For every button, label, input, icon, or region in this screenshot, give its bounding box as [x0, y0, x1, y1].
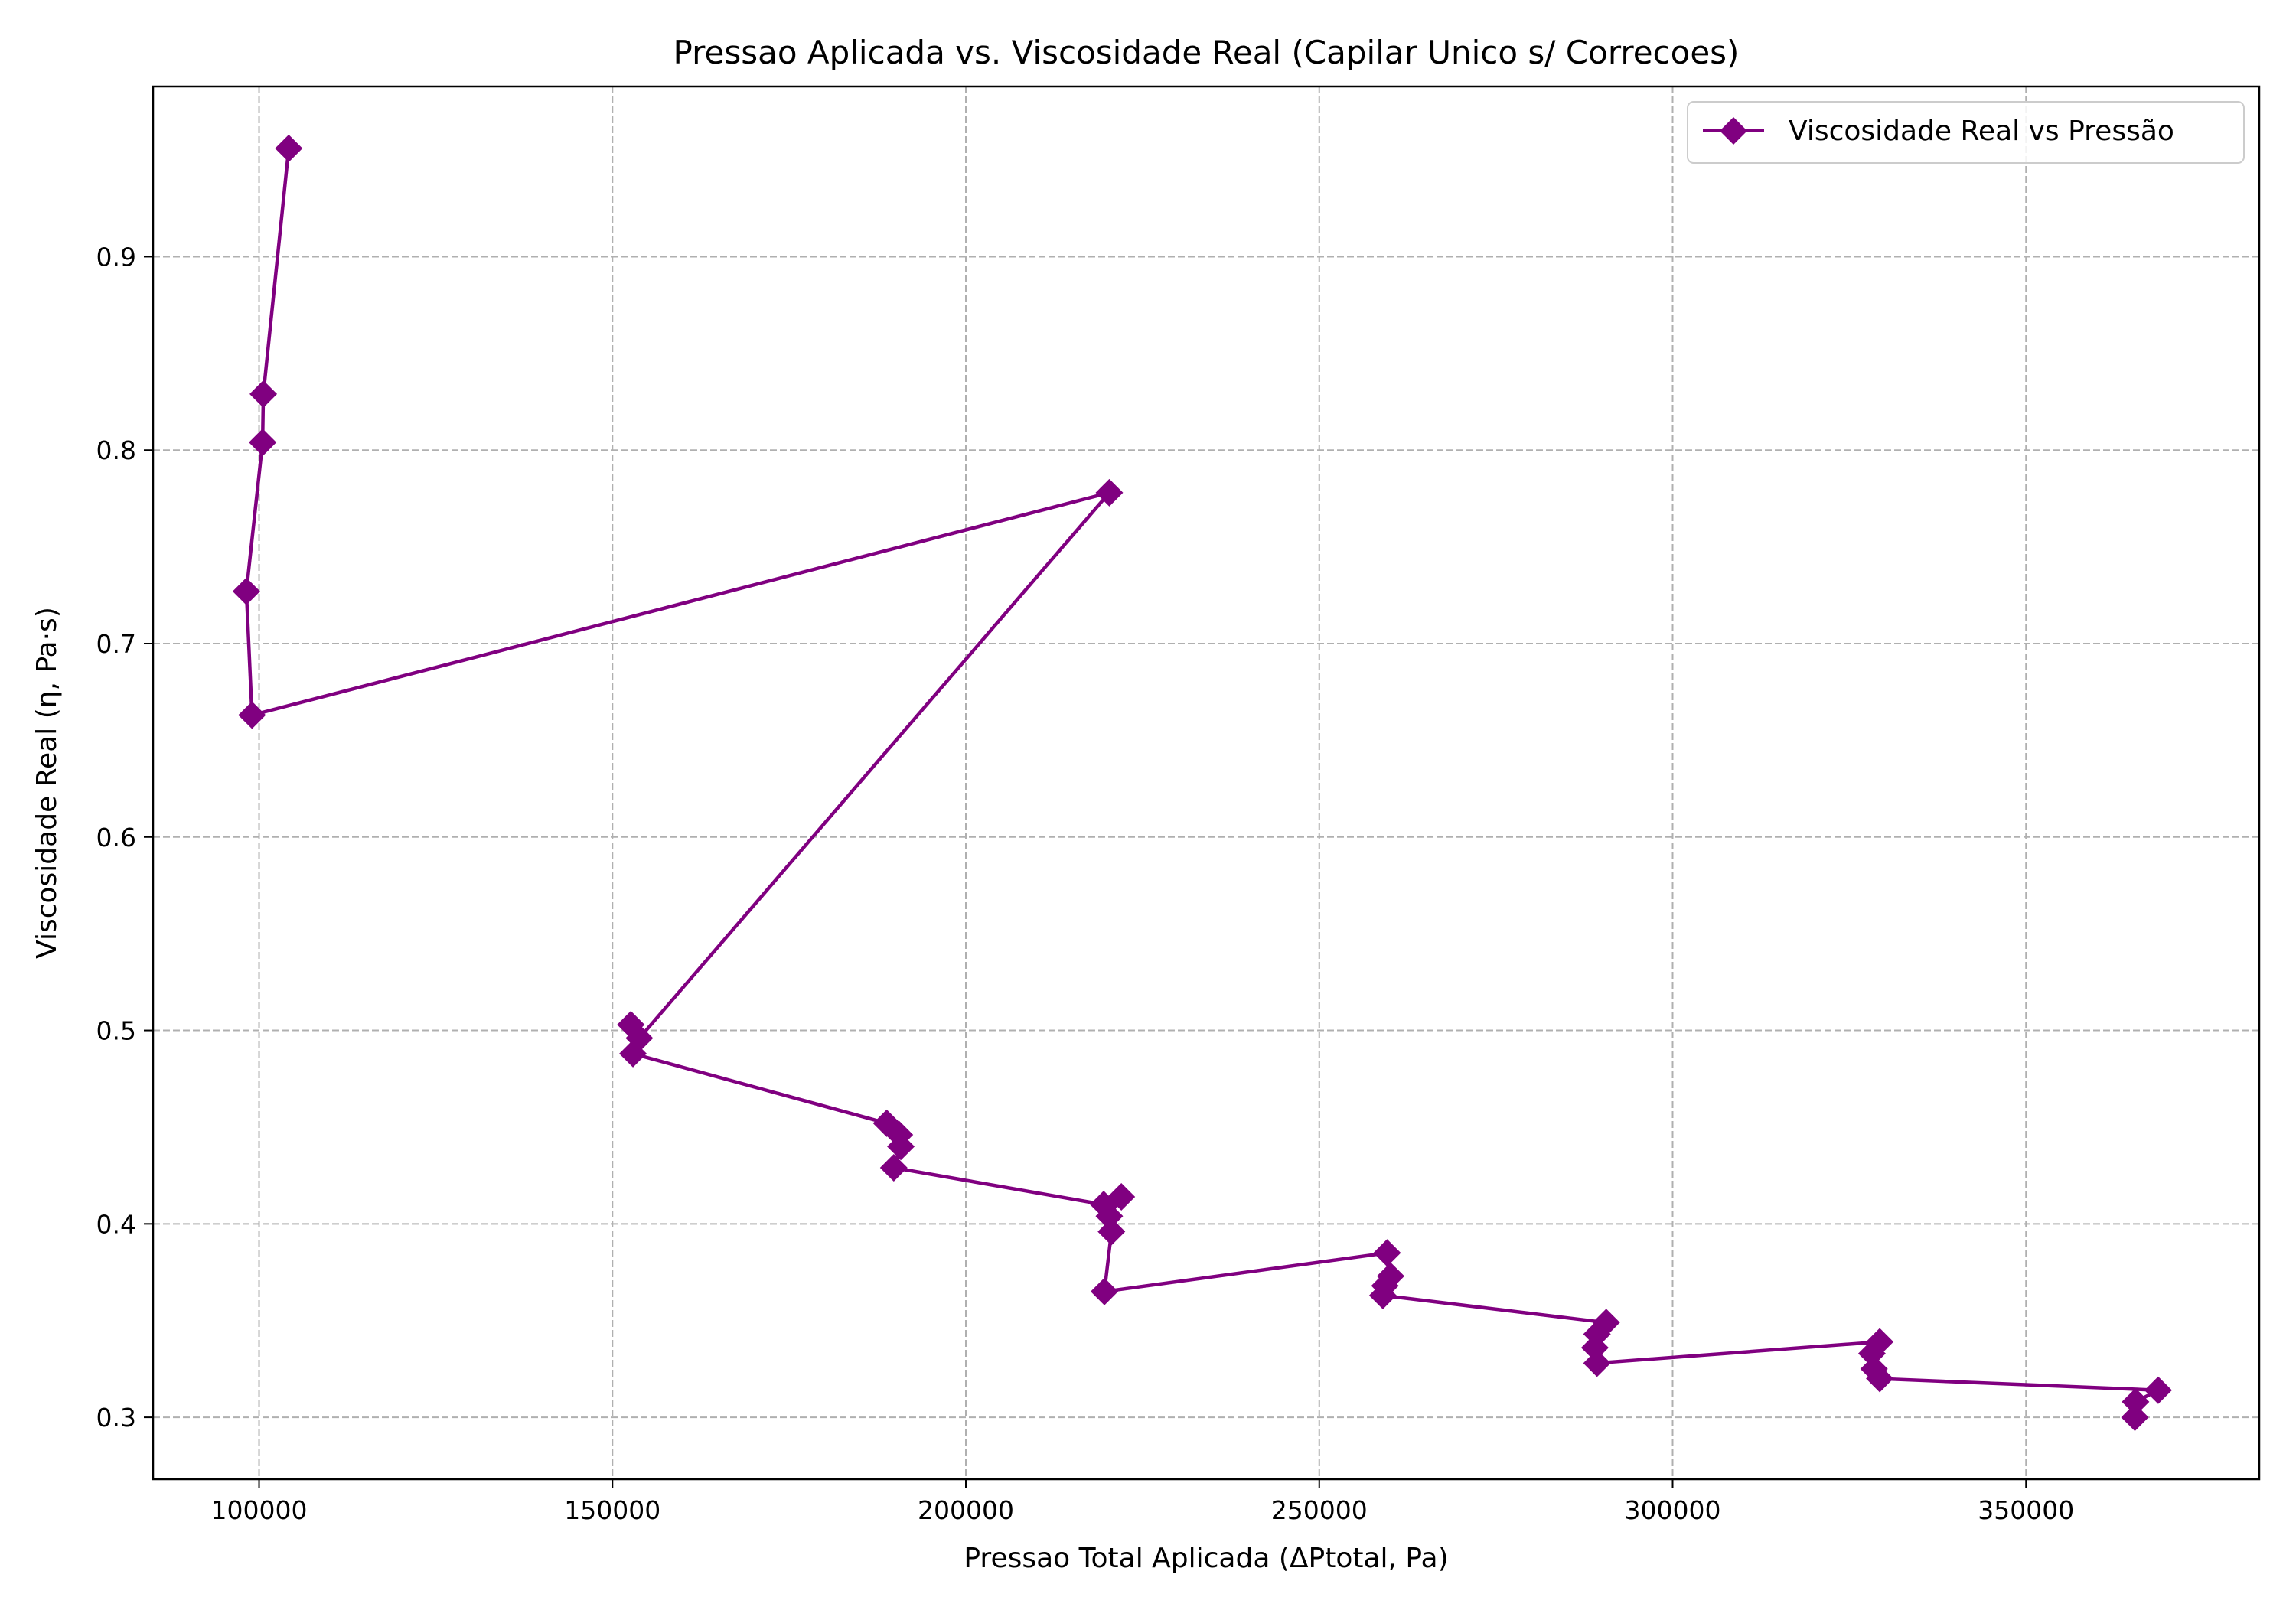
x-tick-label: 200000 [918, 1495, 1014, 1525]
y-tick-label: 0.6 [96, 823, 136, 852]
data-point-marker [2122, 1387, 2150, 1416]
legend-box [1687, 101, 2245, 164]
y-tick-label: 0.9 [96, 242, 136, 272]
legend-marker-swatch [1720, 117, 1747, 145]
grid-lines [153, 86, 2259, 1479]
y-axis-label: Viscosidade Real (η, Pa·s) [31, 607, 63, 959]
y-tick-label: 0.4 [96, 1209, 136, 1239]
data-point-marker [619, 1039, 647, 1068]
plot-frame [152, 85, 2261, 1481]
data-point-marker [617, 1010, 645, 1038]
data-point-marker [232, 577, 260, 605]
legend-label: Viscosidade Real vs Pressão [1789, 116, 2174, 147]
data-series [232, 134, 2172, 1432]
data-point-marker [238, 701, 266, 729]
y-tick-label: 0.7 [96, 629, 136, 659]
data-point-marker [249, 429, 277, 457]
data-point-marker [2144, 1376, 2172, 1404]
data-point-marker [879, 1154, 908, 1182]
data-point-marker [1373, 1239, 1401, 1267]
data-point-marker [1107, 1182, 1136, 1211]
x-tick-label: 250000 [1271, 1495, 1368, 1525]
data-point-marker [1097, 1217, 1126, 1246]
y-tick-label: 0.3 [96, 1403, 136, 1433]
data-point-marker [1095, 478, 1124, 507]
data-point-marker [887, 1133, 915, 1161]
data-point-marker [1091, 1277, 1119, 1305]
chart-title: Pressao Aplicada vs. Viscosidade Real (C… [673, 34, 1740, 71]
data-point-marker [249, 380, 278, 408]
data-point-marker [275, 134, 303, 162]
data-point-marker [2121, 1403, 2149, 1432]
y-tick-label: 0.5 [96, 1016, 136, 1046]
x-axis-label: Pressao Total Aplicada (ΔPtotal, Pa) [964, 1543, 1448, 1574]
legend: Viscosidade Real vs Pressão [1687, 101, 2245, 164]
x-tick-label: 350000 [1978, 1495, 2074, 1525]
x-tick-label: 150000 [564, 1495, 660, 1525]
plot-area [153, 86, 2259, 1479]
data-point-marker [1866, 1364, 1894, 1393]
data-point-marker [1368, 1281, 1397, 1309]
x-tick-label: 100000 [211, 1495, 308, 1525]
data-point-marker [1583, 1349, 1611, 1377]
x-tick-label: 300000 [1625, 1495, 1721, 1525]
axis-ticks: 100000 150000 200000 250000 300000 350000 0.3 0… [96, 242, 2075, 1525]
y-tick-label: 0.8 [96, 435, 136, 465]
